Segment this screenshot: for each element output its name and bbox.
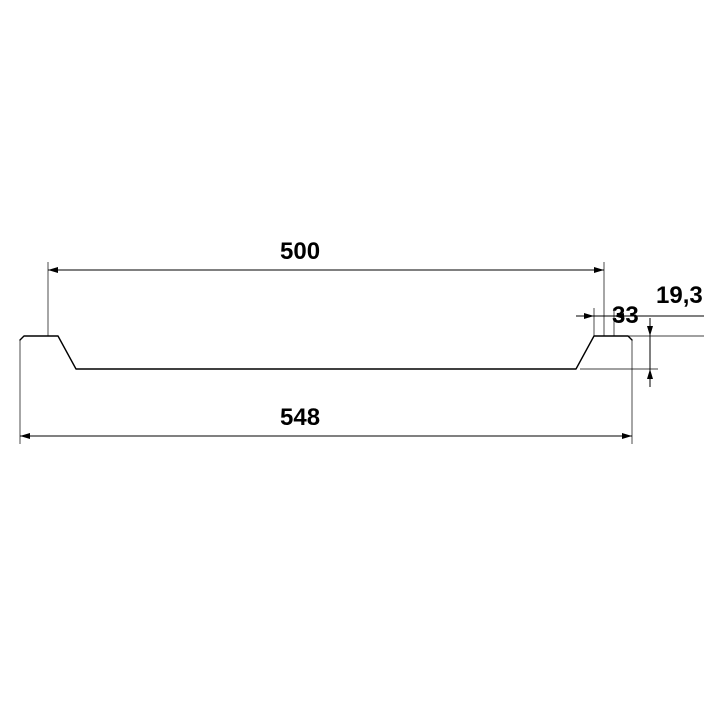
label-500: 500 (280, 238, 320, 266)
sheet-profile (20, 336, 632, 369)
label-19-3: 19,3 (656, 282, 703, 310)
drawing-canvas: 500 548 33 19,3 (0, 0, 725, 725)
label-548: 548 (280, 404, 320, 432)
label-33: 33 (612, 302, 639, 330)
technical-drawing-svg (0, 0, 725, 725)
